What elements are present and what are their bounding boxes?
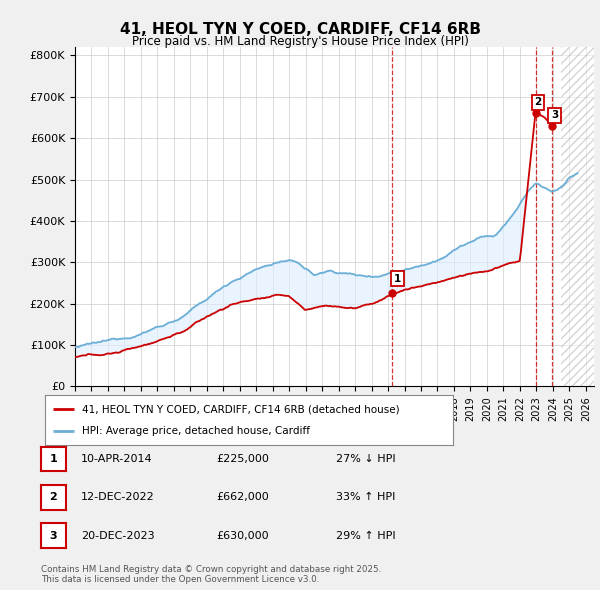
Text: 27% ↓ HPI: 27% ↓ HPI (336, 454, 395, 464)
Text: Price paid vs. HM Land Registry's House Price Index (HPI): Price paid vs. HM Land Registry's House … (131, 35, 469, 48)
Text: 1: 1 (394, 274, 401, 284)
Text: HPI: Average price, detached house, Cardiff: HPI: Average price, detached house, Card… (82, 427, 310, 437)
Text: 29% ↑ HPI: 29% ↑ HPI (336, 531, 395, 540)
Text: Contains HM Land Registry data © Crown copyright and database right 2025.
This d: Contains HM Land Registry data © Crown c… (41, 565, 381, 584)
Text: 2: 2 (535, 97, 542, 107)
Text: 41, HEOL TYN Y COED, CARDIFF, CF14 6RB: 41, HEOL TYN Y COED, CARDIFF, CF14 6RB (119, 22, 481, 37)
Text: £662,000: £662,000 (216, 493, 269, 502)
Text: 20-DEC-2023: 20-DEC-2023 (81, 531, 155, 540)
Bar (561, 47, 594, 386)
Text: 1: 1 (50, 454, 57, 464)
Text: 12-DEC-2022: 12-DEC-2022 (81, 493, 155, 502)
Text: 3: 3 (551, 110, 558, 120)
Text: 10-APR-2014: 10-APR-2014 (81, 454, 152, 464)
Text: 2: 2 (50, 493, 57, 502)
Text: £225,000: £225,000 (216, 454, 269, 464)
Text: 3: 3 (50, 531, 57, 540)
Text: £630,000: £630,000 (216, 531, 269, 540)
Text: 41, HEOL TYN Y COED, CARDIFF, CF14 6RB (detached house): 41, HEOL TYN Y COED, CARDIFF, CF14 6RB (… (82, 404, 400, 414)
Text: 33% ↑ HPI: 33% ↑ HPI (336, 493, 395, 502)
